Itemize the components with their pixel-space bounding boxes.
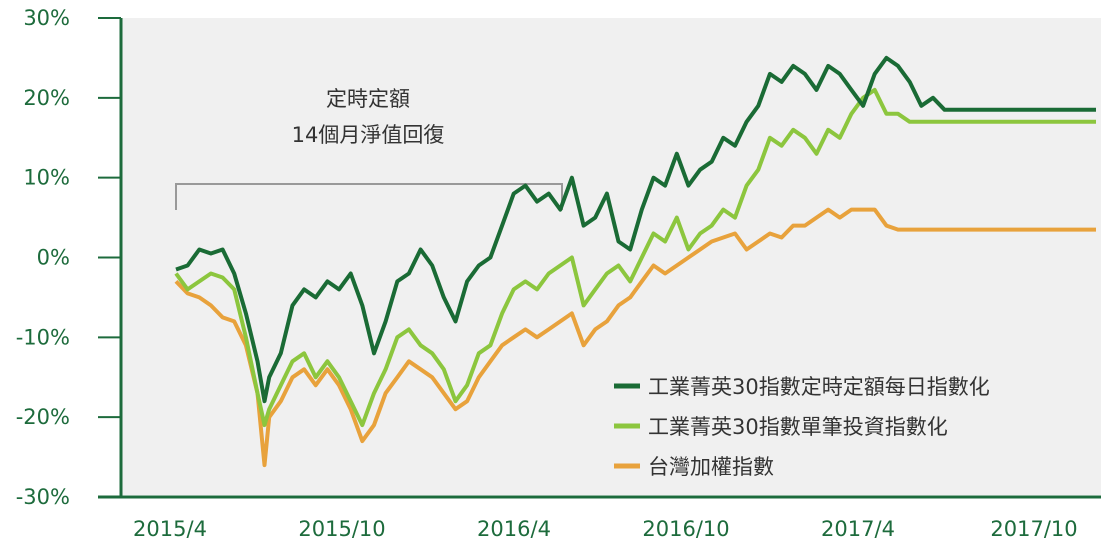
y-tick-label: -30% [16, 485, 70, 509]
x-tick-label: 2017/4 [821, 517, 895, 541]
y-ticks: 30% 20% 10% 0% -10% -20% -30% [16, 6, 121, 509]
annotation-bracket [175, 183, 563, 210]
legend-label: 工業菁英30指數單筆投資指數化 [648, 415, 948, 439]
x-tick-label: 2017/10 [990, 517, 1077, 541]
y-tick-label: -10% [16, 325, 70, 349]
x-tick-label: 2015/4 [133, 517, 207, 541]
series-line-2 [174, 207, 1096, 468]
x-tick-label: 2016/10 [642, 517, 729, 541]
y-tick-label: 10% [23, 166, 70, 190]
legend-label: 工業菁英30指數定時定額每日指數化 [648, 375, 990, 399]
series-line-0 [175, 55, 1096, 404]
y-tick-label: 30% [23, 6, 70, 30]
plot-area [121, 18, 1101, 495]
y-tick-label: 20% [23, 86, 70, 110]
y-tick-label: -20% [16, 405, 70, 429]
annotation: 定時定額 14個月淨值回復 [175, 87, 563, 210]
annotation-line-2: 14個月淨值回復 [292, 123, 445, 147]
x-ticks: 2015/4 2015/10 2016/4 2016/10 2017/4 2017/10 [133, 517, 1078, 541]
y-tick-label: 0% [37, 246, 70, 270]
x-axis: 2015/4 2015/10 2016/4 2016/10 2017/4 2017/10 [98, 495, 1101, 541]
series-lines [174, 55, 1096, 468]
annotation-line-1: 定時定額 [326, 87, 410, 111]
x-tick-label: 2015/10 [298, 517, 385, 541]
y-axis: 30% 20% 10% 0% -10% -20% -30% [16, 6, 123, 509]
x-tick-label: 2016/4 [477, 517, 551, 541]
legend-label: 台灣加權指數 [648, 455, 774, 479]
series-line-1 [174, 87, 1096, 428]
